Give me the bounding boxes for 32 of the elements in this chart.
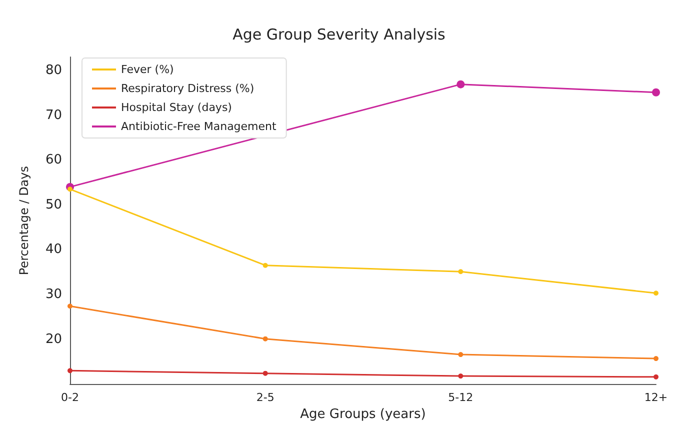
point: [262, 336, 268, 342]
point: [456, 80, 465, 88]
y-tick-label: 20: [45, 332, 62, 347]
legend-label: Antibiotic-Free Management: [121, 120, 278, 133]
point: [262, 262, 268, 268]
y-tick-label: 40: [45, 242, 62, 258]
point: [262, 370, 268, 376]
y-tick-label: 70: [45, 108, 62, 123]
x-tick-label: 5-12: [448, 391, 474, 404]
point: [654, 290, 658, 296]
point: [68, 186, 72, 192]
x-tick-label: 12+: [644, 391, 668, 404]
x-tick-label: 2-5: [256, 391, 274, 404]
point: [68, 304, 72, 309]
point: [458, 269, 464, 274]
point: [652, 88, 660, 96]
x-tick-label: 0-2: [61, 391, 79, 404]
y-tick-label: 30: [45, 286, 62, 302]
y-tick-label: 80: [45, 62, 62, 78]
legend-label: Fever (%): [121, 63, 174, 76]
x-axis-title: Age Groups (years): [300, 407, 426, 422]
legend-label: Respiratory Distress (%): [121, 82, 254, 95]
point: [458, 374, 464, 379]
point: [654, 374, 658, 380]
chart-title: Age Group Severity Analysis: [232, 26, 446, 44]
y-axis-title: Percentage / Days: [17, 166, 31, 276]
point: [654, 356, 658, 362]
legend-label: Hospital Stay (days): [121, 101, 232, 114]
y-tick-label: 60: [45, 152, 62, 168]
point: [458, 352, 464, 358]
point: [68, 368, 72, 374]
y-tick-label: 50: [45, 197, 62, 212]
